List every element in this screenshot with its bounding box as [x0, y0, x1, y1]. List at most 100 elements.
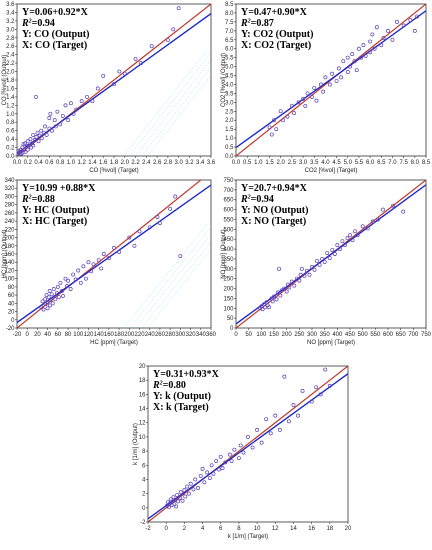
co2-y-tick-label: 0.0 [225, 154, 234, 160]
k-x-tick-label: 18 [326, 526, 333, 532]
no-y-tick-label: 700 [223, 188, 234, 194]
co2-y-tick-label: 1.0 [225, 136, 234, 142]
hc-data-point [53, 297, 58, 302]
no-data-point [294, 276, 299, 281]
co2-y-tick-label: 6.0 [225, 47, 234, 53]
co2-data-point [336, 66, 341, 71]
no-data-point [292, 283, 297, 288]
hc-x-description: X: HC (Target) [22, 216, 87, 227]
co-y-tick-label: 1.2 [6, 103, 15, 109]
co2-fit-line [236, 10, 426, 149]
no-data-point [304, 268, 309, 273]
co-x-tick-label: 0.6 [45, 160, 54, 166]
k-data-point [207, 476, 212, 480]
hc-fit-equation: Y=10.99 +0.88*X [22, 183, 96, 194]
hc-data-point [71, 272, 76, 277]
k-y-tick-label: 2 [142, 492, 146, 498]
no-data-point [310, 264, 314, 269]
co2-y-tick-label: 5.5 [225, 56, 234, 62]
no-y-tick-label: 650 [223, 198, 234, 204]
no-x-tick-label: 150 [269, 332, 280, 338]
k-data-point [291, 403, 296, 407]
hc-x-tick-label: 180 [114, 332, 125, 338]
hc-data-point [45, 306, 50, 311]
no-y-tick-label: 0 [230, 326, 234, 332]
hc-x-tick-label: 60 [54, 332, 61, 338]
co-chart: 0.0 0.2 0.4 0.6 0.8 1.0 1.2 1.4 1.6 1.8 2.0 2.2 2.4 2… [2, 2, 216, 174]
hc-data-point [101, 252, 106, 256]
k-data-point [300, 388, 305, 393]
hc-y-axis-label: HC [ppm] (Output) [2, 229, 8, 278]
co-data-point [71, 111, 76, 116]
no-data-point [277, 266, 282, 271]
k-x-tick-label: 4 [201, 526, 205, 532]
hc-data-point [50, 301, 55, 306]
k-data-point [218, 454, 223, 459]
no-x-description: X: NO (Target) [241, 216, 306, 227]
co2-data-point [374, 25, 379, 30]
hc-x-tick-label: 320 [186, 332, 197, 338]
k-ideal-line [148, 366, 348, 522]
co2-x-tick-label: 7.5 [399, 160, 408, 166]
co-data-point [171, 27, 176, 32]
k-annotation-box [151, 368, 247, 413]
no-x-tick-label: 0 [234, 332, 238, 338]
co-data-point [63, 103, 68, 108]
hc-data-point [155, 215, 160, 219]
co2-y-tick-label: 8.0 [225, 11, 234, 17]
k-data-point [216, 467, 221, 472]
no-data-point [299, 266, 304, 271]
co-data-point [20, 145, 25, 150]
k-data-point [255, 427, 260, 432]
co-x-tick-label: 3.0 [174, 160, 183, 166]
co-x-tick-label: 1.8 [110, 160, 119, 166]
hc-y-tick-label: -20 [6, 326, 15, 332]
no-data-point [370, 219, 375, 224]
co-x-description: X: CO (Target) [22, 40, 87, 51]
hc-y-tick-label: 240 [4, 219, 15, 225]
no-data-point [335, 243, 340, 248]
co2-x-tick-label: 6.5 [377, 160, 386, 166]
no-data-point [275, 290, 280, 295]
k-data-point [171, 495, 176, 500]
no-data-point [337, 247, 342, 252]
hc-data-point [78, 280, 83, 285]
co-data-point [31, 132, 36, 137]
k-data-point [186, 491, 191, 496]
co2-x-tick-label: 2.5 [288, 160, 297, 166]
co-data-point [85, 94, 90, 99]
hc-data-point [51, 286, 56, 291]
k-data-point [232, 447, 237, 452]
co2-x-tick-label: 6.0 [366, 160, 375, 166]
k-x-tick-label: 2 [183, 526, 187, 532]
co2-data-point [285, 114, 290, 119]
co2-x-tick-label: 0.5 [243, 160, 252, 166]
no-x-tick-label: 300 [307, 332, 318, 338]
no-data-point [289, 279, 294, 284]
co2-data-point [368, 39, 373, 44]
k-data-point [327, 383, 332, 388]
hc-annotation-box [20, 182, 116, 227]
hc-x-tick-label: 100 [73, 332, 84, 338]
k-data-point [259, 440, 264, 445]
co2-y-tick-label: 7.5 [225, 20, 234, 26]
no-data-point [360, 224, 365, 229]
k-data-point [220, 466, 225, 471]
co2-data-point [292, 111, 297, 116]
k-x-tick-label: 14 [290, 526, 297, 532]
no-data-point [312, 267, 317, 272]
hc-y-tick-label: 60 [8, 293, 15, 299]
co2-y-tick-label: 0.5 [225, 145, 234, 151]
no-data-point [375, 217, 380, 222]
co2-x-tick-label: 1.5 [265, 160, 274, 166]
co-x-axis-label: CO [%vol] (Target) [89, 168, 138, 174]
co2-fit-equation: Y=0.47+0.90*X [241, 7, 308, 18]
k-data-point [178, 490, 183, 495]
co-data-point [122, 71, 127, 76]
hc-x-axis-label: HC [ppm] (Target) [90, 340, 138, 346]
hc-data-point [91, 262, 96, 267]
co2-data-point [368, 50, 373, 55]
no-y-tick-label: 550 [223, 217, 234, 223]
no-data-point [297, 278, 302, 283]
k-data-point [323, 367, 328, 372]
